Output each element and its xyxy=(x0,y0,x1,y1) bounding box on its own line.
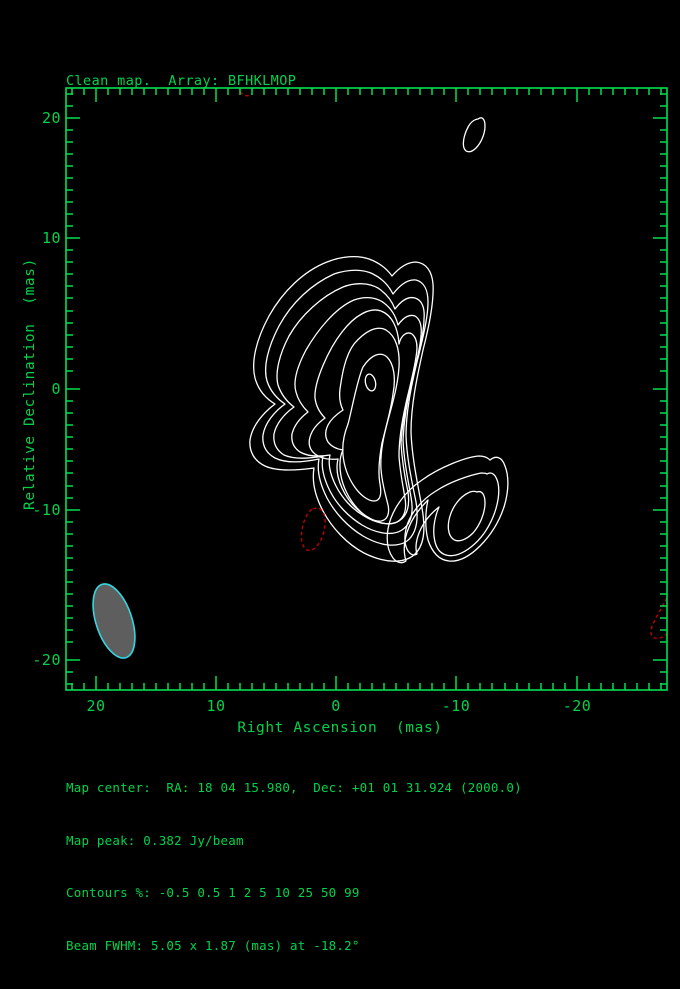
x-axis-title: Right Ascension (mas) xyxy=(237,720,443,736)
y-tick-label-0: 0 xyxy=(51,380,61,398)
y-tick-label-neg10: -10 xyxy=(32,501,61,519)
plot-area xyxy=(66,88,667,690)
x-tick-label-10: 10 xyxy=(206,697,226,715)
contour-canvas xyxy=(66,88,667,690)
footer-line-map-center: Map center: RA: 18 04 15.980, Dec: +01 0… xyxy=(66,780,522,795)
y-tick-label-20: 20 xyxy=(41,109,61,127)
y-tick-label-10: 10 xyxy=(41,229,61,247)
x-tick-label-neg20: -20 xyxy=(562,697,592,715)
plot-background xyxy=(66,88,667,690)
footer-line-beam-fwhm: Beam FWHM: 5.05 x 1.87 (mas) at -18.2° xyxy=(66,937,360,953)
x-tick-label-20: 20 xyxy=(86,697,106,715)
x-tick-label-neg10: -10 xyxy=(441,697,471,715)
y-axis-title: Relative Declination (mas) xyxy=(22,258,38,510)
x-tick-label-0: 0 xyxy=(331,697,341,715)
header-line-array: Clean map. Array: BFHKLMOP xyxy=(66,73,297,89)
footer-line-contours: Contours %: -0.5 0.5 1 2 5 10 25 50 99 xyxy=(66,885,360,900)
y-tick-label-neg20: -20 xyxy=(32,651,61,669)
figure-footer: Map center: RA: 18 04 15.980, Dec: +01 0… xyxy=(66,744,522,989)
footer-line-map-peak: Map peak: 0.382 Jy/beam xyxy=(66,832,244,848)
